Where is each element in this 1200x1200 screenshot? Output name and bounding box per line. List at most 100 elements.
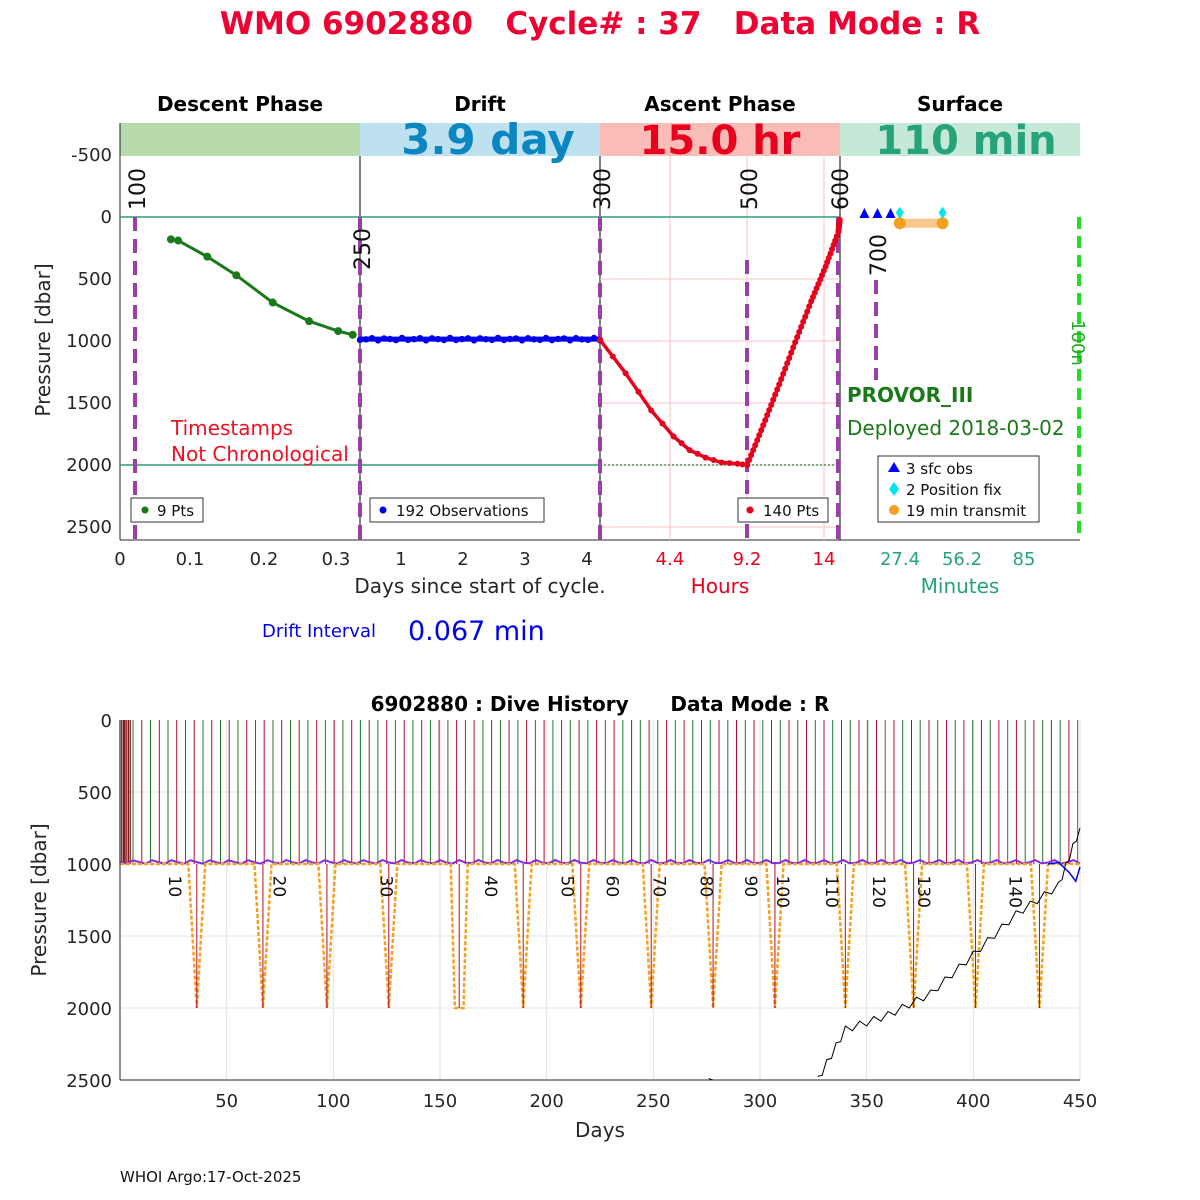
legend-position-fix-marker — [889, 482, 899, 496]
position-fix-point — [938, 206, 947, 219]
cycle-label: 80 — [695, 876, 715, 898]
ascent-point — [746, 457, 753, 463]
sfc-obs-point — [885, 208, 896, 218]
ascent-point — [798, 323, 805, 330]
y-tick: 2000 — [66, 999, 112, 1020]
x-axis-label-days: Days since start of cycle. — [354, 574, 605, 598]
legend-ascent-label: 140 Pts — [763, 502, 819, 520]
ascent-point — [739, 461, 746, 468]
marker-lines — [133, 217, 878, 540]
x-tick-hours: 4.4 — [656, 549, 685, 570]
cycle-label: 50 — [557, 876, 577, 898]
drift-point — [518, 337, 526, 344]
ascent-point — [806, 303, 813, 310]
ascent-point — [778, 376, 785, 383]
cycle-label: 90 — [740, 876, 760, 898]
drift-point — [470, 337, 478, 344]
drift-point — [512, 335, 520, 342]
top-panel: Descent Phase Drift Ascent Phase Surface… — [31, 92, 1088, 598]
transmit-point — [936, 217, 949, 230]
ascent-point — [756, 432, 763, 439]
phase-header-descent: Descent Phase — [157, 92, 323, 116]
ascent-point — [734, 460, 741, 467]
drift-point — [554, 335, 562, 343]
top-y-ticks: -500 0 500 1000 1500 2000 2500 — [66, 145, 112, 538]
ascent-point — [782, 365, 789, 372]
ascent-point — [726, 460, 733, 467]
drift-point — [380, 335, 388, 342]
cycle-label: 120 — [868, 876, 888, 908]
ascent-series — [597, 216, 843, 468]
sfc-obs-point — [872, 208, 883, 218]
descent-point — [166, 235, 175, 244]
cycle-label: 40 — [480, 876, 500, 898]
cycle-label: 10 — [164, 876, 184, 898]
x-tick-hours: 9.2 — [733, 549, 762, 570]
x-tick-descent: 0.3 — [322, 549, 351, 570]
y-tick: 2500 — [66, 1071, 112, 1092]
transmit-point — [893, 217, 906, 230]
cycle-label: 30 — [375, 876, 395, 898]
x-tick: 200 — [529, 1091, 563, 1112]
drift-point — [500, 336, 508, 344]
drift-point — [404, 336, 412, 344]
descent-line — [170, 237, 354, 337]
legend-surface: 3 sfc obs 2 Position fix 19 min transmit — [877, 455, 1040, 523]
phase-header-surface: Surface — [917, 92, 1003, 116]
y-tick: 1500 — [66, 393, 112, 414]
drift-point — [422, 337, 430, 344]
descent-point — [232, 271, 241, 280]
ascent-point — [752, 442, 759, 449]
sfc-obs-point — [859, 208, 870, 218]
marker-label-500: 500 — [738, 168, 763, 210]
cycle-label: 20 — [269, 876, 289, 898]
y-tick: 1500 — [66, 927, 112, 948]
marker-label-250: 250 — [351, 228, 376, 270]
ascent-point — [686, 447, 693, 454]
ascent-point — [788, 349, 795, 356]
bottom-y-ticks: 0 500 1000 1500 2000 2500 — [66, 711, 112, 1092]
descent-series — [166, 235, 357, 339]
ascent-point — [758, 427, 765, 434]
ascent-grid — [600, 156, 840, 540]
x-tick-descent: 0 — [114, 549, 125, 570]
ascent-point — [597, 336, 603, 343]
x-tick: 400 — [956, 1091, 990, 1112]
x-tick-minutes: 85 — [1013, 549, 1036, 570]
ascent-point — [794, 334, 801, 341]
drift-noise — [1047, 861, 1081, 883]
x-tick-descent: 0.2 — [250, 549, 279, 570]
ascent-duration: 15.0 hr — [640, 118, 801, 164]
y-tick: 0 — [101, 207, 112, 228]
marker-labels: 100 250 300 500 600 700 — [126, 168, 892, 276]
drift-point — [410, 336, 418, 343]
profile-envelope-line — [120, 862, 1080, 1010]
marker-label-600: 600 — [829, 168, 854, 210]
ascent-point — [836, 216, 843, 223]
warning-line2: Not Chronological — [171, 442, 349, 466]
drift-point — [464, 335, 472, 342]
ascent-point — [750, 447, 757, 454]
trend-line — [817, 827, 1081, 1077]
ascent-point — [766, 407, 773, 413]
drift-point — [386, 335, 394, 343]
ascent-point — [796, 329, 803, 335]
marker-label-100: 100 — [126, 168, 151, 210]
ascent-point — [635, 388, 642, 395]
legend-descent: 9 Pts — [130, 497, 204, 523]
y-tick: 1000 — [66, 331, 112, 352]
ascent-point — [784, 360, 791, 367]
drift-point — [494, 334, 502, 342]
bottom-cycle-labels: 10 20 30 40 50 60 70 80 90 100 110 120 130 140 — [164, 876, 1024, 908]
drift-point — [362, 336, 370, 343]
legend-position-fix-label: 2 Position fix — [906, 481, 1002, 499]
phase-header-drift: Drift — [454, 92, 506, 116]
legend-ascent: 140 Pts — [737, 497, 829, 523]
legend-sfc-obs-label: 3 sfc obs — [906, 460, 973, 478]
ascent-point — [780, 370, 787, 377]
x-tick: 100 — [316, 1091, 350, 1112]
ascent-point — [748, 452, 755, 459]
ascent-point — [648, 407, 655, 414]
descent-point — [305, 317, 314, 326]
